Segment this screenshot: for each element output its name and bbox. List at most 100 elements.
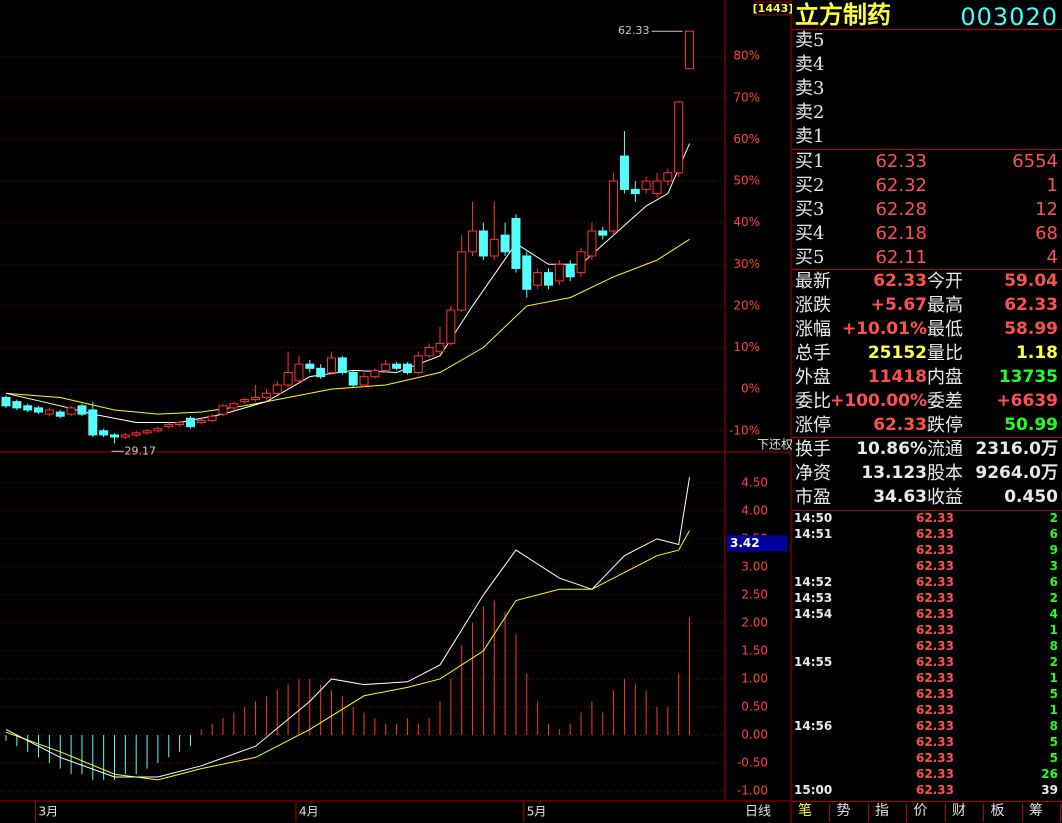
panel-tab[interactable]: 价 — [908, 804, 946, 822]
candle-body — [23, 405, 33, 411]
tick-volume: 2 — [1049, 655, 1058, 669]
stat-label: 涨跌 — [795, 295, 831, 316]
panel-tab[interactable]: 板 — [985, 804, 1023, 822]
tick-time: 14:55 — [794, 655, 833, 669]
stat-value: +100.00% — [830, 391, 927, 411]
buy-volume: 4 — [1046, 247, 1058, 268]
y-tick-label: 10% — [733, 340, 760, 354]
chart-area: [1443] 下还权 日线 80% 70% 60% 50% 40% 30% 20% 10% 0%… — [0, 0, 792, 823]
stat-label: 净资 — [795, 463, 831, 484]
candle-body — [652, 180, 662, 195]
candle-body — [229, 403, 239, 409]
candle-body — [576, 251, 586, 274]
candle-body — [641, 180, 651, 190]
candle-body — [587, 230, 597, 257]
separator — [792, 801, 1062, 802]
candle-body — [316, 367, 326, 378]
tick-price: 62.33 — [916, 671, 954, 685]
panel-tab[interactable]: 筹 — [1023, 804, 1061, 822]
candle-body — [609, 180, 619, 232]
stat-label: 委比 — [795, 391, 831, 412]
candle-body — [185, 417, 195, 428]
tick-price: 62.33 — [916, 703, 954, 717]
candle-body — [500, 234, 510, 253]
y-tick-label: -10% — [729, 423, 760, 437]
candle-body — [337, 357, 347, 374]
stat-value: 62.33 — [1004, 295, 1058, 315]
buy-volume: 6554 — [1012, 151, 1058, 172]
candle-body — [359, 376, 369, 386]
candle-body — [522, 255, 532, 290]
y-tick-label: 2.00 — [741, 615, 768, 629]
tick-volume: 26 — [1041, 767, 1058, 781]
sell-label: 卖3 — [795, 78, 825, 99]
tick-price: 62.33 — [916, 607, 954, 621]
stat-value: 2316.0万 — [975, 439, 1058, 459]
buy-label: 买1 — [795, 151, 825, 172]
stat-label: 流通 — [927, 439, 963, 460]
buy-label: 买3 — [795, 199, 825, 220]
y-tick-label: 0% — [741, 382, 760, 396]
stat-label: 总手 — [795, 343, 831, 364]
tick-price: 62.33 — [916, 559, 954, 573]
tick-price: 62.33 — [916, 751, 954, 765]
tick-volume: 5 — [1049, 751, 1058, 765]
buy-volume: 12 — [1035, 199, 1058, 220]
stat-value: +6639 — [996, 391, 1058, 411]
tick-volume: 9 — [1049, 543, 1058, 557]
y-tick-label: 1.00 — [741, 671, 768, 685]
candle-body — [88, 409, 98, 436]
stat-value: 9264.0万 — [975, 463, 1058, 483]
tick-volume: 5 — [1049, 687, 1058, 701]
candle-body — [489, 238, 499, 257]
tick-volume: 3 — [1049, 559, 1058, 573]
candle-body — [630, 188, 640, 195]
candle-body — [478, 230, 488, 257]
panel-tab[interactable]: 指 — [869, 804, 907, 822]
tick-time: 14:52 — [794, 575, 833, 589]
candle-body — [413, 355, 423, 374]
buy-label: 买4 — [795, 223, 825, 244]
candle-body — [370, 369, 380, 378]
tick-time: 14:56 — [794, 719, 833, 733]
buy-price: 62.18 — [875, 223, 927, 244]
candle-body — [348, 372, 358, 386]
buy-volume: 1 — [1046, 175, 1058, 196]
stat-label: 股本 — [927, 463, 963, 484]
stat-value: 50.99 — [1004, 415, 1058, 435]
panel-tab[interactable]: 财 — [946, 804, 984, 822]
candle-body — [12, 401, 22, 409]
candle-body — [110, 434, 119, 438]
candle-body — [598, 230, 608, 236]
stat-label: 今开 — [927, 271, 963, 292]
candle-body — [457, 251, 467, 311]
y-tick-label: 4.50 — [741, 475, 768, 489]
stat-value: 62.33 — [873, 415, 927, 435]
tick-price: 62.33 — [916, 623, 954, 637]
tick-time: 14:54 — [794, 607, 833, 621]
candle-body — [66, 407, 76, 415]
candle-body — [533, 272, 543, 286]
separator — [792, 437, 1062, 438]
stat-value: 13.123 — [861, 463, 927, 483]
separator — [792, 510, 1062, 511]
code-box — [754, 1, 792, 16]
sell-label: 卖1 — [795, 126, 825, 147]
candle-body — [207, 415, 217, 421]
tick-volume: 1 — [1049, 623, 1058, 637]
tick-price: 62.33 — [916, 655, 954, 669]
candle-body — [402, 363, 412, 374]
panel-tab[interactable]: 笔 — [792, 804, 830, 822]
diff-line — [5, 477, 691, 778]
candle-body — [142, 430, 152, 434]
period-label[interactable]: 日线 — [745, 805, 771, 820]
panel-tab[interactable]: 势 — [831, 804, 869, 822]
stat-value: 11418 — [867, 367, 927, 387]
tick-time: 14:50 — [794, 511, 833, 525]
stat-label: 跌停 — [927, 415, 963, 436]
tick-volume: 1 — [1049, 671, 1058, 685]
y-tick-label: 0.00 — [741, 727, 768, 741]
candle-body — [554, 263, 564, 282]
stat-label: 涨幅 — [795, 319, 831, 340]
y-tick-label: 1.50 — [741, 643, 768, 657]
